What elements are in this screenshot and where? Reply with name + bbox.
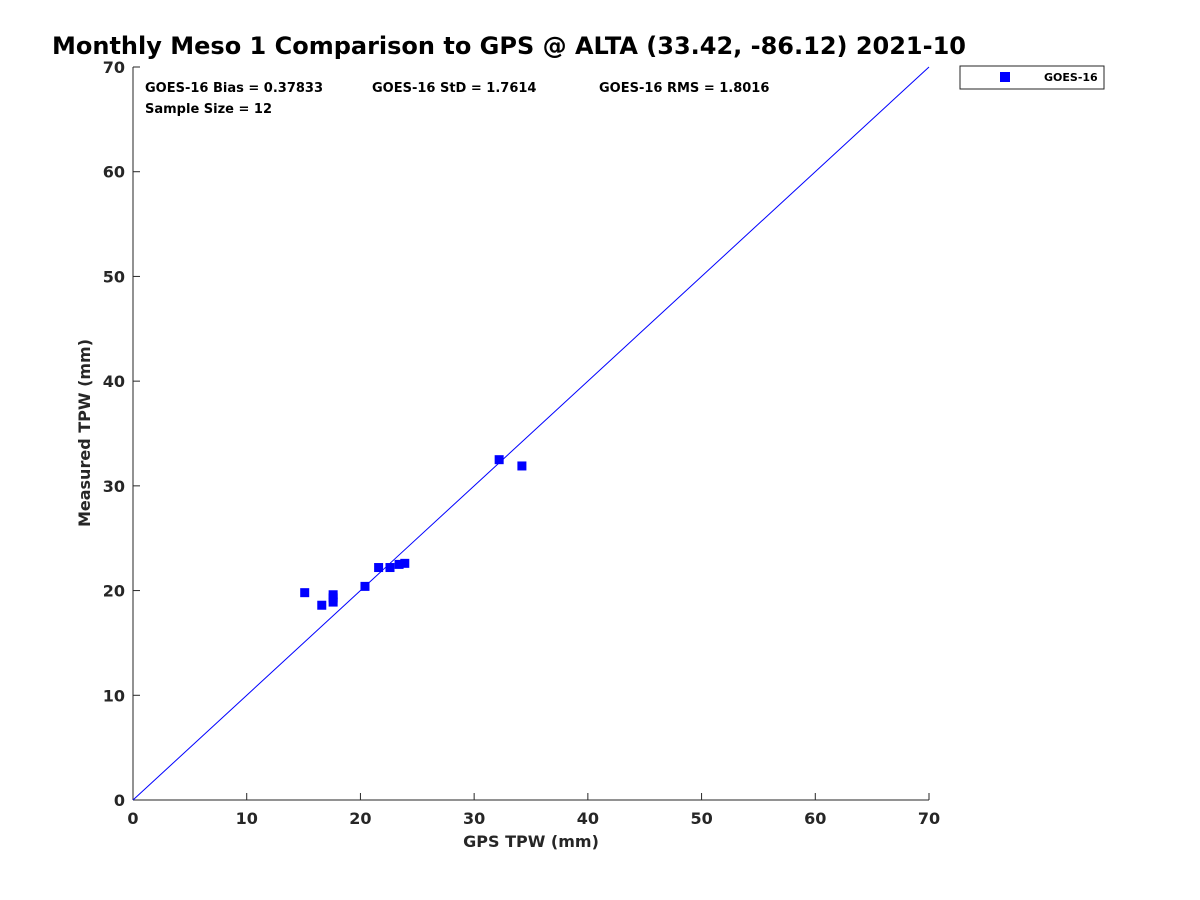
x-tick-label: 40 [577,809,599,828]
x-tick-label: 20 [349,809,371,828]
y-axis-label: Measured TPW (mm) [75,339,94,527]
data-point [328,590,338,600]
y-tick-label: 0 [114,791,125,810]
legend: GOES-16 [959,65,1105,90]
axis-ticks: 0 10 20 30 40 50 60 70 0 10 20 30 40 50 60 70 [103,58,940,828]
legend-box [959,65,1105,90]
data-point [494,455,504,465]
x-tick-label: 0 [127,809,138,828]
x-tick-label: 30 [463,809,485,828]
legend-marker-goes16 [1000,72,1010,82]
plot-area: 0 10 20 30 40 50 60 70 0 10 20 30 40 50 60 70 [103,58,940,828]
x-tick-label: 70 [918,809,940,828]
data-point [317,600,327,610]
data-point [300,588,310,598]
y-tick-label: 30 [103,477,125,496]
data-point [394,559,404,569]
data-point [400,558,410,568]
y-tick-label: 60 [103,163,125,182]
y-tick-label: 40 [103,372,125,391]
data-point [374,563,384,573]
bias-annotation: GOES-16 Bias = 0.37833 [145,81,323,96]
y-tick-label: 70 [103,58,125,77]
data-point [360,581,370,591]
x-axis-label: GPS TPW (mm) [463,832,599,851]
sample-size-annotation: Sample Size = 12 [145,102,272,117]
chart-title: Monthly Meso 1 Comparison to GPS @ ALTA … [52,32,966,60]
legend-label-goes16: GOES-16 [1044,71,1098,84]
one-to-one-line [132,66,930,801]
y-tick-label: 20 [103,582,125,601]
x-tick-label: 10 [236,809,258,828]
data-point [517,461,527,471]
data-point [385,563,395,573]
std-annotation: GOES-16 StD = 1.7614 [372,81,536,96]
y-tick-label: 10 [103,686,125,705]
x-tick-label: 50 [690,809,712,828]
y-tick-label: 50 [103,267,125,286]
rms-annotation: GOES-16 RMS = 1.8016 [599,81,769,96]
data-points [300,455,527,610]
x-tick-label: 60 [804,809,826,828]
